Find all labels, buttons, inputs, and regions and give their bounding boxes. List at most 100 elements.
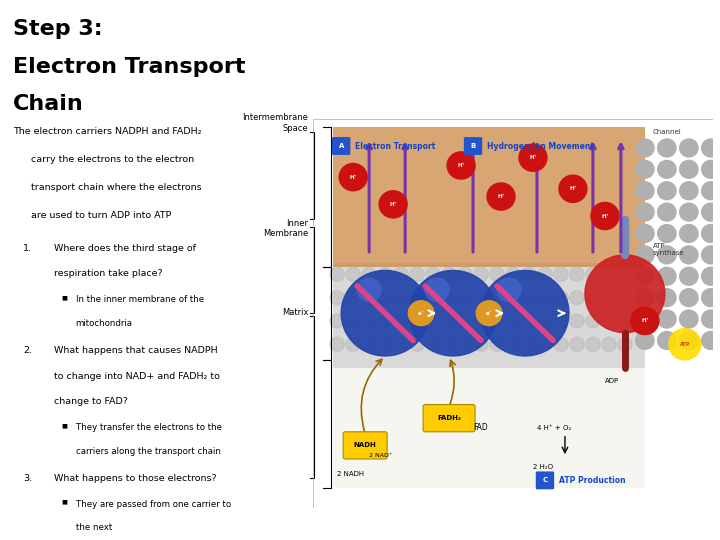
Circle shape bbox=[426, 314, 440, 328]
Circle shape bbox=[346, 267, 360, 281]
Text: C: C bbox=[542, 477, 547, 483]
Circle shape bbox=[602, 291, 616, 305]
Text: transport chain where the electrons: transport chain where the electrons bbox=[13, 183, 202, 192]
Circle shape bbox=[330, 267, 344, 281]
Circle shape bbox=[538, 267, 552, 281]
Circle shape bbox=[425, 278, 449, 301]
FancyBboxPatch shape bbox=[464, 137, 482, 155]
Text: mitochondria: mitochondria bbox=[76, 319, 132, 328]
Circle shape bbox=[701, 289, 720, 307]
Circle shape bbox=[362, 338, 377, 352]
Circle shape bbox=[636, 332, 654, 349]
Circle shape bbox=[408, 301, 434, 326]
Circle shape bbox=[680, 310, 698, 328]
Text: Electron Transport: Electron Transport bbox=[355, 141, 436, 151]
Text: are used to turn ADP into ATP: are used to turn ADP into ATP bbox=[13, 211, 171, 220]
FancyBboxPatch shape bbox=[343, 432, 387, 459]
Circle shape bbox=[394, 314, 408, 328]
Text: What happens that causes NADPH: What happens that causes NADPH bbox=[54, 346, 217, 355]
Circle shape bbox=[657, 267, 676, 285]
Circle shape bbox=[490, 314, 504, 328]
Circle shape bbox=[410, 267, 424, 281]
Text: Hydrogen Ion Movement: Hydrogen Ion Movement bbox=[487, 141, 594, 151]
Circle shape bbox=[487, 183, 515, 210]
Circle shape bbox=[538, 338, 552, 352]
Text: Electron Transport: Electron Transport bbox=[13, 57, 246, 77]
Text: e⁻: e⁻ bbox=[486, 310, 492, 316]
Circle shape bbox=[330, 338, 344, 352]
Circle shape bbox=[680, 139, 698, 157]
Text: carriers along the transport chain: carriers along the transport chain bbox=[76, 447, 220, 456]
Text: In the inner membrane of the: In the inner membrane of the bbox=[76, 295, 204, 305]
Text: respiration take place?: respiration take place? bbox=[54, 269, 163, 279]
Text: Chain: Chain bbox=[13, 94, 84, 114]
Circle shape bbox=[680, 267, 698, 285]
Text: FADH₂: FADH₂ bbox=[437, 415, 461, 421]
Circle shape bbox=[680, 225, 698, 242]
Circle shape bbox=[497, 278, 521, 301]
Circle shape bbox=[474, 291, 488, 305]
Text: 2 H₂O: 2 H₂O bbox=[533, 464, 553, 470]
Circle shape bbox=[701, 267, 720, 285]
Circle shape bbox=[657, 289, 676, 307]
Text: change to FAD?: change to FAD? bbox=[54, 397, 128, 407]
Circle shape bbox=[701, 225, 720, 242]
Text: to change into NAD+ and FADH₂ to: to change into NAD+ and FADH₂ to bbox=[54, 372, 220, 381]
Circle shape bbox=[657, 182, 676, 200]
Circle shape bbox=[636, 267, 654, 285]
Circle shape bbox=[586, 267, 600, 281]
Circle shape bbox=[570, 291, 584, 305]
Circle shape bbox=[636, 203, 654, 221]
Circle shape bbox=[378, 338, 392, 352]
Text: What happens to those electrons?: What happens to those electrons? bbox=[54, 474, 217, 483]
Circle shape bbox=[330, 314, 344, 328]
Circle shape bbox=[458, 267, 472, 281]
Text: H⁺: H⁺ bbox=[529, 155, 536, 160]
Circle shape bbox=[474, 338, 488, 352]
Text: H⁺: H⁺ bbox=[570, 186, 577, 191]
Text: H⁺: H⁺ bbox=[457, 163, 465, 168]
Circle shape bbox=[701, 203, 720, 221]
Circle shape bbox=[554, 314, 568, 328]
Circle shape bbox=[618, 338, 632, 352]
Circle shape bbox=[522, 267, 536, 281]
Circle shape bbox=[481, 271, 569, 356]
Text: They are passed from one carrier to: They are passed from one carrier to bbox=[76, 500, 230, 509]
Circle shape bbox=[554, 291, 568, 305]
Circle shape bbox=[657, 203, 676, 221]
Text: ■: ■ bbox=[61, 295, 67, 300]
Circle shape bbox=[522, 291, 536, 305]
Circle shape bbox=[522, 314, 536, 328]
Circle shape bbox=[586, 314, 600, 328]
Circle shape bbox=[490, 291, 504, 305]
Circle shape bbox=[346, 291, 360, 305]
Circle shape bbox=[341, 271, 429, 356]
Text: H⁺: H⁺ bbox=[601, 213, 608, 219]
Circle shape bbox=[458, 291, 472, 305]
Circle shape bbox=[701, 310, 720, 328]
Circle shape bbox=[636, 182, 654, 200]
Circle shape bbox=[636, 225, 654, 242]
FancyBboxPatch shape bbox=[332, 137, 351, 155]
Text: 1.: 1. bbox=[23, 244, 32, 253]
Text: e⁻: e⁻ bbox=[418, 310, 424, 316]
Text: The electron carriers NADPH and FADH₂: The electron carriers NADPH and FADH₂ bbox=[13, 127, 202, 136]
Circle shape bbox=[442, 267, 456, 281]
Circle shape bbox=[362, 291, 377, 305]
Circle shape bbox=[490, 267, 504, 281]
Text: Step 3:: Step 3: bbox=[13, 19, 102, 39]
Circle shape bbox=[559, 175, 587, 202]
Circle shape bbox=[442, 338, 456, 352]
Circle shape bbox=[701, 246, 720, 264]
Circle shape bbox=[426, 267, 440, 281]
Text: 2 NAD⁺: 2 NAD⁺ bbox=[369, 453, 392, 458]
Circle shape bbox=[586, 338, 600, 352]
Text: NADH: NADH bbox=[354, 442, 377, 448]
Circle shape bbox=[506, 338, 520, 352]
Text: Matrix: Matrix bbox=[282, 308, 308, 317]
Text: ATP Production: ATP Production bbox=[559, 476, 626, 485]
Text: H⁺: H⁺ bbox=[498, 194, 505, 199]
Circle shape bbox=[636, 310, 654, 328]
Circle shape bbox=[701, 332, 720, 349]
Circle shape bbox=[490, 338, 504, 352]
